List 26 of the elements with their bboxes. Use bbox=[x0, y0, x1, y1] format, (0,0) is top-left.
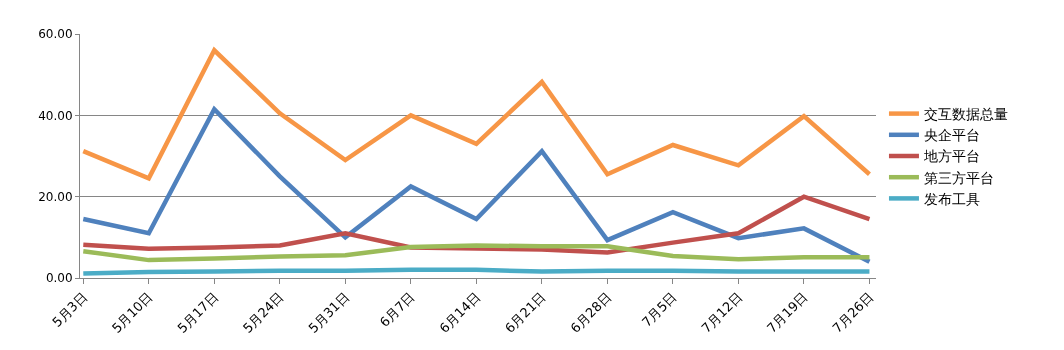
legend-label: 发布工具 bbox=[923, 190, 980, 207]
y-tick-label: 0.00 bbox=[45, 271, 73, 286]
x-tick-label: 5月31日 bbox=[305, 289, 353, 336]
y-tick-label: 20.00 bbox=[38, 189, 73, 204]
line-series bbox=[81, 243, 872, 263]
x-tick-label: 6月7日 bbox=[376, 289, 418, 330]
x-tick-label: 6月14日 bbox=[436, 289, 484, 336]
line-series bbox=[81, 106, 872, 264]
legend-label: 地方平台 bbox=[922, 148, 980, 165]
x-tick-label: 5月24日 bbox=[239, 289, 287, 336]
x-tick-label: 7月26日 bbox=[829, 289, 877, 336]
x-tick-label: 5月3日 bbox=[49, 289, 90, 330]
x-tick-label: 6月28日 bbox=[567, 289, 615, 336]
legend-label: 交互数据总量 bbox=[923, 106, 1008, 123]
y-tick-label: 60.00 bbox=[38, 27, 73, 42]
y-tick-label: 40.00 bbox=[38, 108, 73, 123]
legend-label: 第三方平台 bbox=[923, 169, 994, 186]
x-tick-label: 7月19日 bbox=[764, 289, 811, 336]
line-series bbox=[81, 48, 872, 181]
x-tick-label: 5月17日 bbox=[174, 289, 222, 336]
x-tick-label: 5月10日 bbox=[108, 289, 156, 336]
x-tick-label: 7月5日 bbox=[638, 289, 680, 330]
x-tick-label: 7月12日 bbox=[698, 289, 746, 336]
line-series bbox=[81, 194, 872, 255]
x-tick-label: 6月21日 bbox=[502, 289, 549, 336]
legend-label: 央企平台 bbox=[923, 127, 980, 144]
